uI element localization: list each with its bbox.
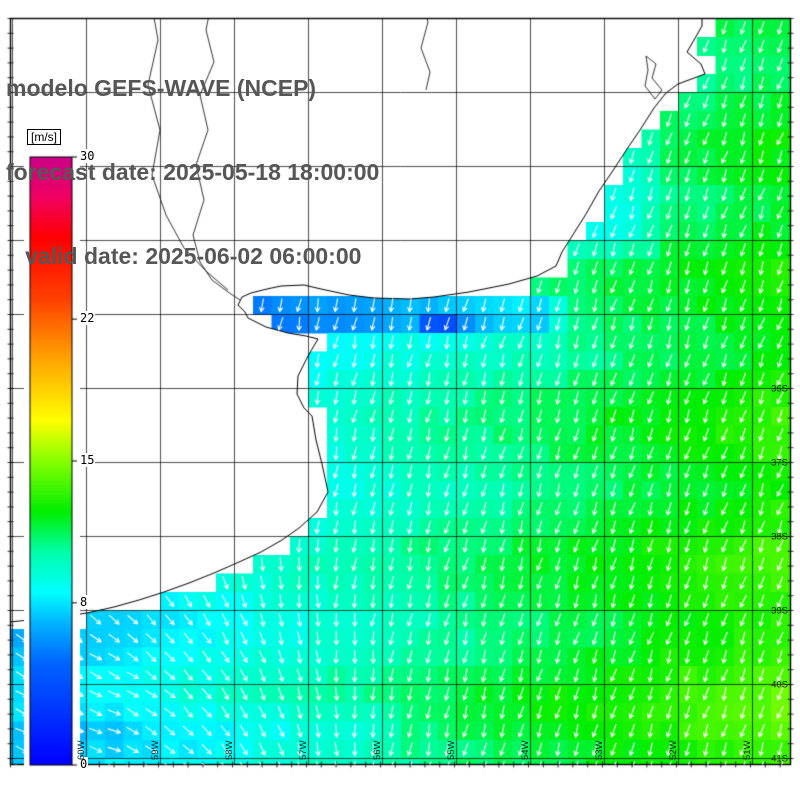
- lat-label: 36S: [771, 383, 788, 394]
- lon-label: 58W: [223, 740, 235, 760]
- lon-label: 59W: [149, 740, 161, 760]
- model-name: modelo GEFS-WAVE (NCEP): [6, 75, 317, 101]
- lon-label: 51W: [741, 740, 753, 760]
- colorbar-tick-label: 8: [79, 594, 89, 609]
- lon-label: 55W: [445, 740, 457, 760]
- colorbar-tick-label: 30: [79, 149, 96, 163]
- colorbar-tick-label: 22: [79, 311, 96, 326]
- lat-label: 37S: [771, 457, 788, 468]
- lon-label: 53W: [593, 740, 605, 760]
- colorbar-tick-label: 15: [79, 453, 96, 467]
- valid-date: valid date: 2025-06-02 06:00:00: [6, 243, 362, 269]
- lat-label: 41S: [771, 753, 788, 764]
- lon-label: 60W: [75, 740, 87, 760]
- lon-label: 54W: [519, 740, 531, 760]
- lon-label: 57W: [297, 740, 309, 760]
- lat-label: 38S: [771, 531, 788, 542]
- title-block: modelo GEFS-WAVE (NCEP) forecast date: 2…: [6, 18, 379, 326]
- lat-label: 40S: [771, 679, 788, 690]
- lon-label: 56W: [371, 740, 383, 760]
- colorbar-unit-label: [m/s]: [27, 129, 61, 145]
- lat-label: 39S: [771, 605, 788, 616]
- forecast-date: forecast date: 2025-05-18 18:00:00: [6, 159, 380, 185]
- colorbar-tick-label: 0: [79, 757, 89, 771]
- lon-label: 52W: [667, 740, 679, 760]
